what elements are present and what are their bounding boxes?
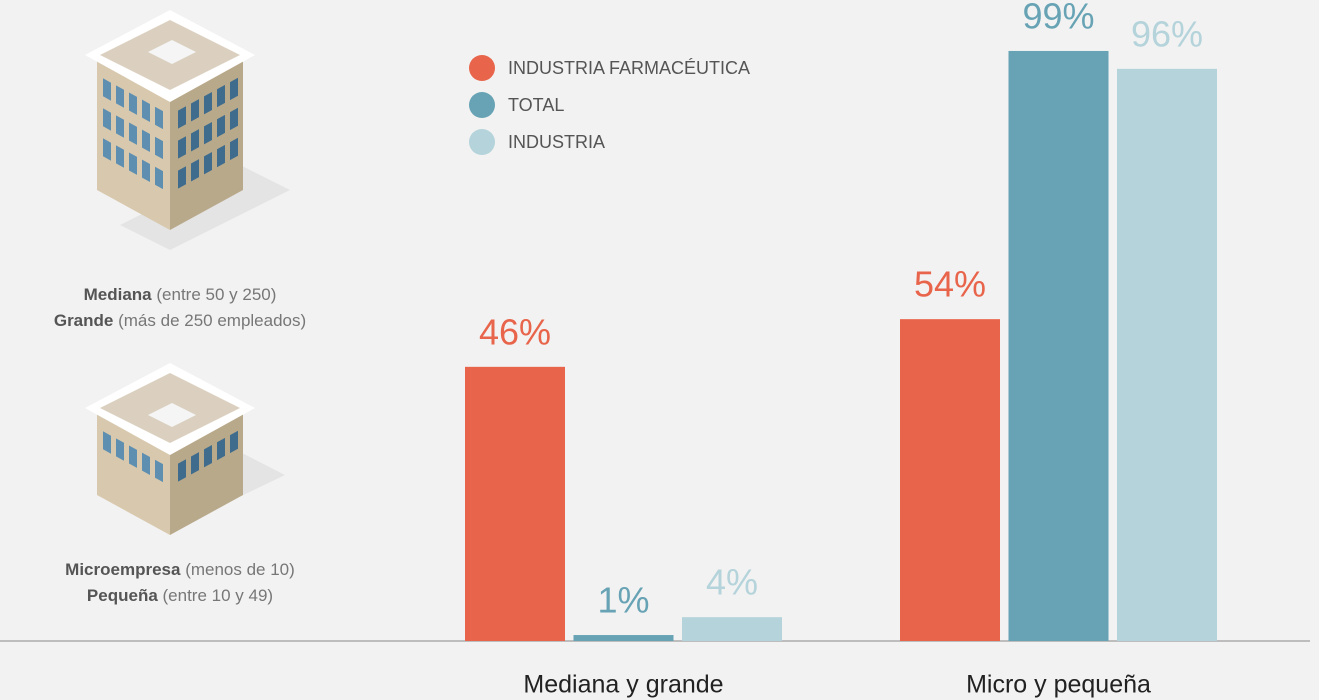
bar [682,617,782,641]
window [142,159,150,183]
window [230,430,238,454]
window [230,137,238,161]
window [142,452,150,476]
legend-swatch [469,55,495,81]
bar [465,366,565,641]
building-large [85,10,290,250]
window [116,438,124,461]
window [142,129,150,153]
window [191,99,199,122]
side-label-bold: Microempresa [65,560,181,579]
side-label-bold: Mediana [84,285,153,304]
window [204,151,212,175]
window [116,85,124,108]
side-label-bold: Grande [54,311,114,330]
window [178,166,186,189]
window [217,437,225,461]
legend-label: INDUSTRIA [508,132,605,152]
window [204,121,212,145]
legend-label: INDUSTRIA FARMACÉUTICA [508,58,750,78]
window [155,106,163,130]
wall-left [97,60,170,230]
legend-swatch [469,129,495,155]
window [103,138,111,161]
value-label: 4% [706,562,758,603]
window [191,129,199,152]
value-label: 99% [1022,0,1094,36]
window [217,114,225,138]
side-label: Mediana (entre 50 y 250) [84,285,277,304]
window [178,459,186,482]
window [129,152,137,175]
window [191,452,199,475]
side-label-text: (entre 50 y 250) [156,285,276,304]
legend-label: TOTAL [508,95,564,115]
window [204,91,212,115]
side-label-text: (más de 250 empleados) [118,311,306,330]
value-label: 1% [597,580,649,621]
side-label-text: (entre 10 y 49) [163,586,274,605]
bar [900,319,1000,641]
side-label: Microempresa (menos de 10) [65,560,295,579]
window [155,459,163,483]
window [142,99,150,123]
window [217,84,225,108]
side-label: Grande (más de 250 empleados) [54,311,306,330]
legend-swatch [469,92,495,118]
window [178,106,186,129]
bar [1008,50,1109,641]
window [191,159,199,182]
x-tick-label: Micro y pequeña [966,671,1151,699]
window [230,77,238,101]
value-label: 54% [914,264,986,305]
building-small [85,363,285,535]
window [103,108,111,131]
value-label: 46% [479,311,551,352]
window [129,445,137,468]
roof-unit [148,403,196,427]
bar [1117,68,1217,642]
bar [573,635,674,641]
window [178,136,186,159]
window [204,444,212,468]
window [129,92,137,115]
window [129,122,137,145]
window [103,78,111,101]
window [217,144,225,168]
side-label-text: (menos de 10) [185,560,295,579]
window [155,136,163,160]
window [230,107,238,131]
window [103,431,111,454]
x-tick-label: Mediana y grande [523,671,723,699]
window [116,145,124,168]
value-label: 96% [1131,13,1203,54]
side-label-bold: Pequeña [87,586,158,605]
window [155,166,163,190]
roof-unit [148,40,196,64]
side-label: Pequeña (entre 10 y 49) [87,586,273,605]
window [116,115,124,138]
